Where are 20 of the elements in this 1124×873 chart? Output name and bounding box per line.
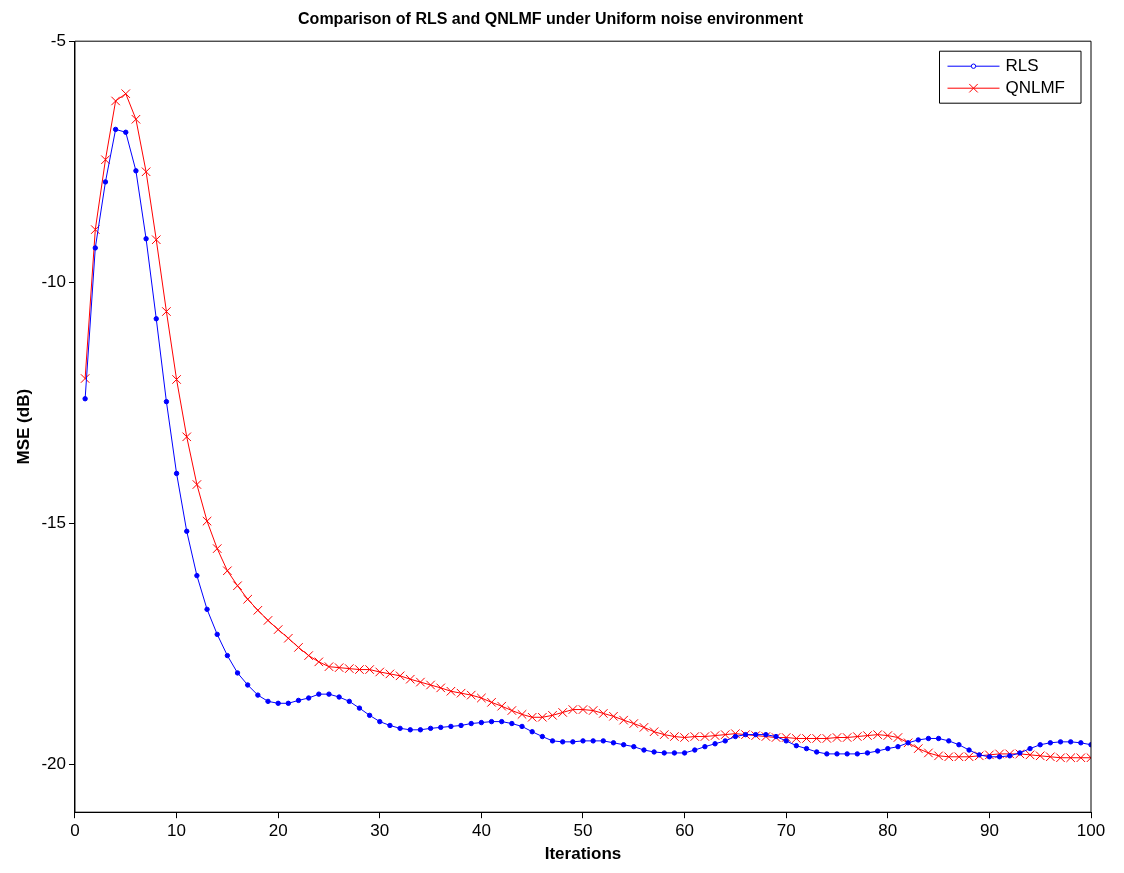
x-tick-label: 0 <box>70 821 80 841</box>
y-tick-label: -15 <box>41 512 66 532</box>
x-tick-label: 60 <box>675 821 695 841</box>
x-tick-label: 90 <box>979 821 999 841</box>
x-tick-label: 30 <box>370 821 390 841</box>
x-tick-label: 20 <box>268 821 288 841</box>
legend-label: RLS <box>1005 55 1039 75</box>
x-tick-label: 80 <box>878 821 898 841</box>
chart-title: Comparison of RLS and QNLMF under Uniform noise environment <box>298 10 804 28</box>
x-tick-label: 10 <box>167 821 187 841</box>
legend-label: QNLMF <box>1005 77 1065 97</box>
y-tick-label: -10 <box>41 271 66 291</box>
x-tick-label: 70 <box>776 821 796 841</box>
x-tick-label: 100 <box>1076 821 1106 841</box>
x-tick-label: 40 <box>471 821 491 841</box>
y-tick-label: -20 <box>41 753 66 773</box>
x-axis-title: Iterations <box>544 844 622 864</box>
x-tick-label: 50 <box>573 821 593 841</box>
y-axis-title: MSE (dB) <box>13 388 33 465</box>
y-tick-label: -5 <box>50 30 66 50</box>
